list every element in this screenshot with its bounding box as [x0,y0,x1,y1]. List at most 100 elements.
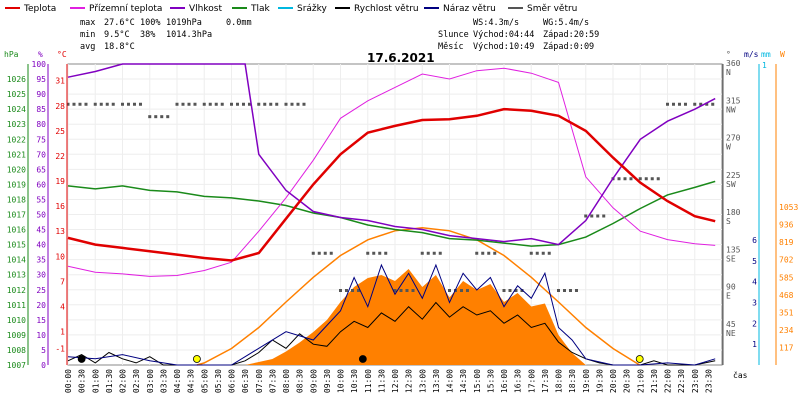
wind-direction-dot [126,102,130,106]
tick-label-time: 15:30 [486,369,495,393]
tick-label-time: 17:00 [527,369,536,393]
line-tlak [67,180,716,247]
stat-sun-set: Západ:20:59 [543,30,599,40]
wind-direction-dot [202,102,206,106]
wind-direction-dot [393,289,397,292]
wind-direction-dot [263,102,267,106]
axis-unit-hpa: hPa [4,50,19,59]
wind-direction-dot [220,102,224,106]
tick-label-hum: 20 [36,301,46,310]
tick-label-time: 02:30 [132,369,141,393]
tick-label-hpa: 1016 [7,226,26,235]
legend-label-rychlost: Rychlost větru [354,4,419,14]
tick-label-w: 936 [779,221,794,230]
stat-max-hum: 100% [140,18,160,28]
tick-label-temp: 1 [60,328,65,337]
wind-direction-dot [344,289,348,292]
wind-direction-dot [459,289,463,292]
wind-direction-dot [154,115,158,119]
tick-label-hum: 40 [36,241,46,250]
stat-max-temp: 27.6°C [104,18,135,28]
legend-label-vlhkost: Vlhkost [189,4,222,14]
wind-direction-dot [677,102,681,106]
wind-direction-dot [208,102,212,106]
tick-label-w: 117 [779,343,794,352]
tick-label-w: 1053 [779,203,798,212]
tick-label-deg: 45 [726,320,736,329]
stat-min-label: min [80,30,95,40]
wind-direction-dot [284,102,288,106]
tick-label-time: 01:00 [91,369,100,393]
tick-label-hum: 100 [32,60,47,69]
sun-actual-area [245,269,586,365]
tick-label-dir: NE [726,329,736,338]
tick-label-time: 13:00 [418,369,427,393]
marker-moon-rise [358,355,367,363]
legend-label-smer: Směr větru [527,4,577,14]
stat-rain-total: 0.0mm [226,18,252,28]
tick-label-deg: 360 [726,59,741,68]
wind-direction-dot [366,251,370,255]
wind-direction-dot [699,102,703,106]
tick-label-temp: 25 [55,127,65,136]
tick-label-time: 08:00 [282,369,291,393]
axis-unit-hum: % [38,50,43,59]
marker-sun-set [635,355,644,363]
wind-direction-dot [339,289,342,292]
tick-label-hpa: 1011 [7,301,26,310]
tick-label-deg: 225 [726,171,741,180]
wind-direction-dot [72,102,76,106]
tick-label-hum: 90 [36,90,46,99]
tick-label-time: 05:00 [200,369,209,393]
tick-label-time: 14:00 [446,369,455,393]
stat-max-press: 1019hPa [166,18,202,28]
wind-direction-dot [99,102,103,106]
tick-label-hpa: 1012 [7,286,26,295]
tick-label-hum: 25 [36,286,46,295]
tick-label-hpa: 1025 [7,90,26,99]
tick-label-w: 468 [779,291,794,300]
wind-direction-dot [230,102,233,106]
tick-label-time: 16:00 [500,369,509,393]
wind-direction-dot [214,102,218,106]
chart-title: 17.6.2021 [367,51,435,65]
tick-label-hum: 10 [36,331,46,340]
wind-direction-dot [121,102,124,106]
stat-min-press: 1014.3hPa [166,30,212,40]
tick-label-time: 18:00 [555,369,564,393]
tick-label-time: 07:30 [268,369,277,393]
tick-label-temp: 16 [55,202,65,211]
tick-label-mm: 1 [762,61,767,70]
tick-label-hum: 80 [36,120,46,129]
wind-direction-dot [329,251,333,255]
axis-label-time: čas [733,370,748,380]
stat-sun-label: Slunce [438,30,469,40]
tick-label-hpa: 1023 [7,120,26,129]
wind-direction-dot [666,102,669,106]
tick-label-deg: 90 [726,283,736,292]
tick-label-time: 20:30 [623,369,632,393]
tick-label-hum: 50 [36,211,46,220]
tick-label-temp: 13 [55,227,65,236]
tick-label-ms: 1 [752,340,757,349]
legend-label-srazky: Srážky [297,4,328,14]
legend: Teplota Přízemní teplota Vlhkost Tlak Sr… [5,4,577,14]
tick-label-time: 10:00 [337,369,346,393]
stat-ws: WS:4.3m/s [473,18,519,28]
wind-direction-dot [590,214,594,218]
tick-label-hum: 30 [36,271,46,280]
tick-label-dir: N [726,68,731,77]
wind-direction-dot [574,289,578,292]
tick-label-hpa: 1022 [7,135,26,144]
wind-direction-dot [493,251,497,255]
tick-label-hpa: 1019 [7,180,26,189]
tick-label-hum: 65 [36,165,46,174]
tick-label-time: 07:00 [255,369,264,393]
axis-unit-temp: °C [57,50,67,59]
wind-direction-dot [290,102,294,106]
wind-direction-dot [629,177,633,181]
axis-unit-ms: m/s [744,50,759,59]
tick-label-w: 351 [779,308,794,317]
tick-label-time: 09:30 [323,369,332,393]
line-naraz [67,263,716,366]
